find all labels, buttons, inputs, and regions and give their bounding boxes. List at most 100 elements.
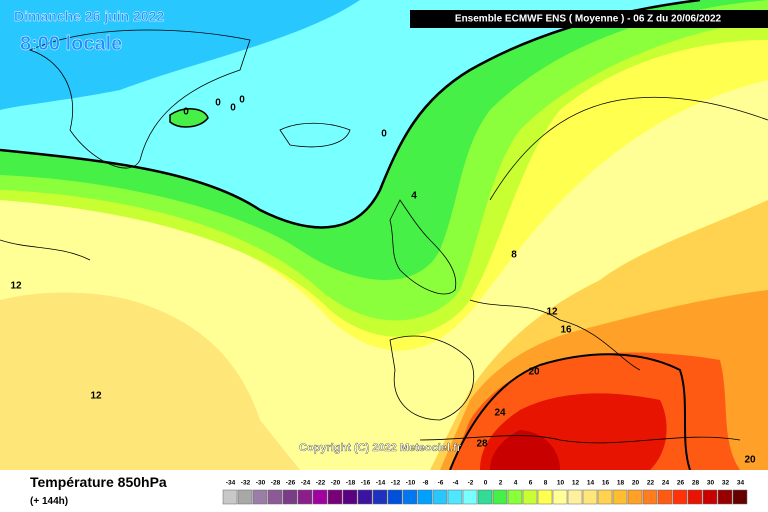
contour-label: 28 <box>476 439 488 450</box>
scale-swatch <box>222 489 238 505</box>
scale-label: 0 <box>484 480 488 487</box>
contour-label: 20 <box>744 455 756 466</box>
twenty-isotherm <box>449 353 691 471</box>
contour-label: 12 <box>90 391 102 402</box>
zone-dark-red <box>490 430 560 470</box>
contour-label: 4 <box>411 191 417 202</box>
scale-label: 4 <box>514 480 518 487</box>
scale-label: 34 <box>737 480 745 487</box>
europe-coast <box>389 96 768 421</box>
scale-swatch <box>252 489 268 505</box>
scale-swatch <box>717 489 733 505</box>
scale-label: 14 <box>587 480 595 487</box>
scale-swatch <box>477 489 493 505</box>
scale-label: 26 <box>677 480 685 487</box>
scale-swatch <box>702 489 718 505</box>
scale-label: -10 <box>406 480 416 487</box>
scale-label: 10 <box>557 480 565 487</box>
scale-swatch <box>627 489 643 505</box>
scale-swatch <box>402 489 418 505</box>
contour-label: 16 <box>560 325 572 336</box>
scale-label: 2 <box>499 480 503 487</box>
scale-swatch <box>237 489 253 505</box>
model-info: Ensemble ECMWF ENS ( Moyenne ) - 06 Z du… <box>455 14 722 25</box>
scale-swatch <box>447 489 463 505</box>
scale-label: -24 <box>301 480 311 487</box>
scale-swatch <box>492 489 508 505</box>
scale-label: -12 <box>391 480 401 487</box>
scale-swatch <box>657 489 673 505</box>
contour-labels: 0 0 0 0 0 4 8 12 12 12 16 20 24 28 20 <box>10 95 756 466</box>
scale-swatch <box>642 489 658 505</box>
scale-label: 18 <box>617 480 625 487</box>
model-banner <box>410 10 768 28</box>
iceland-contour <box>169 108 209 128</box>
scale-label: 24 <box>662 480 670 487</box>
scale-label: 28 <box>692 480 700 487</box>
scale-label: -32 <box>241 480 251 487</box>
color-scale: -34 -32 -30 -28 -26 -24 -2 2 -20 -18 -16 -14 -12 -10 -… <box>222 480 748 505</box>
zone-blue <box>0 0 360 110</box>
scale-label: -28 <box>271 480 281 487</box>
contour-label: 0 <box>230 103 236 114</box>
scale-label: -34 <box>226 480 236 487</box>
scale-swatch <box>342 489 358 505</box>
scale-label: -16 <box>361 480 371 487</box>
iceland-coast <box>279 122 351 148</box>
scale-label: -6 <box>438 480 444 487</box>
scale-swatch <box>612 489 628 505</box>
scale-swatch <box>522 489 538 505</box>
scale-label: 32 <box>722 480 730 487</box>
scale-swatch <box>432 489 448 505</box>
scale-label: -2 <box>468 480 474 487</box>
copyright: Copyright (C) 2022 Meteociel.fr <box>299 442 462 454</box>
contour-label: 12 <box>546 307 558 318</box>
scale-label: 20 <box>632 480 640 487</box>
africa-coast <box>0 239 741 444</box>
scale-swatch <box>552 489 568 505</box>
scale-label: 8 <box>544 480 548 487</box>
scale-label: 22 <box>647 480 655 487</box>
zero-isotherm <box>0 0 701 229</box>
scale-swatch <box>327 489 343 505</box>
contour-label: 8 <box>511 250 517 261</box>
scale-swatch <box>462 489 478 505</box>
scale-label: 30 <box>707 480 715 487</box>
scale-label: -20 <box>331 480 341 487</box>
forecast-time: 8:00 locale <box>20 33 122 55</box>
british-isles-coast <box>389 199 457 295</box>
contour-label: 0 <box>239 95 245 106</box>
scale-swatch <box>687 489 703 505</box>
scale-swatch <box>297 489 313 505</box>
scale-swatch <box>312 489 328 505</box>
scale-label: -18 <box>346 480 356 487</box>
zone-atlantic-warm <box>0 292 300 470</box>
scale-swatch <box>582 489 598 505</box>
scale-swatch <box>732 489 748 505</box>
forecast-date: Dimanche 26 juin 2022 <box>14 8 164 24</box>
scale-swatch <box>672 489 688 505</box>
scale-swatch <box>357 489 373 505</box>
contour-label: 0 <box>215 98 221 109</box>
scale-label: 6 <box>529 480 533 487</box>
scale-label: 12 <box>572 480 580 487</box>
scale-swatch <box>417 489 433 505</box>
scale-label: -26 <box>286 480 296 487</box>
contour-label: 24 <box>494 408 506 419</box>
scale-swatch <box>372 489 388 505</box>
scale-swatch <box>507 489 523 505</box>
greenland-coast <box>28 29 251 169</box>
scale-swatch <box>537 489 553 505</box>
contour-label: 0 <box>183 107 189 118</box>
scale-label: -30 <box>256 480 266 487</box>
contour-label: 0 <box>381 129 387 140</box>
scale-swatch <box>387 489 403 505</box>
legend-title: Température 850hPa <box>30 474 167 490</box>
scale-label: -4 <box>453 480 459 487</box>
legend-subtitle: (+ 144h) <box>30 496 68 507</box>
scale-label: 16 <box>602 480 610 487</box>
scale-label: -14 <box>376 480 386 487</box>
contour-label: 12 <box>10 281 22 292</box>
scale-swatch <box>597 489 613 505</box>
